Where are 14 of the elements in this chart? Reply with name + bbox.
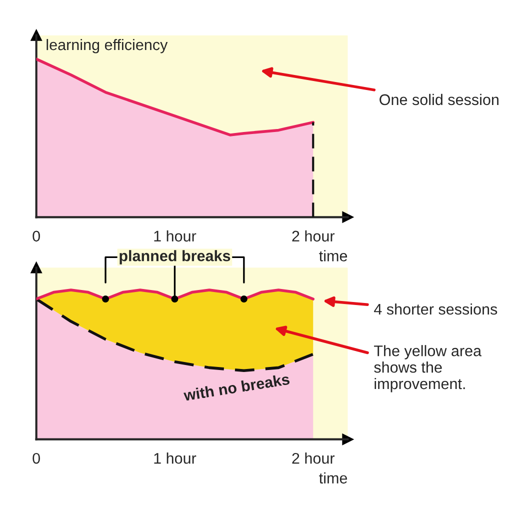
text: The yellow area shows the improvement. [374, 345, 482, 392]
x-tick-label: 2 hour [292, 452, 335, 464]
series-label: planned breaks [120, 250, 230, 264]
y-axis-title: learning efficiency [46, 38, 168, 54]
x-tick-label: 0 [32, 452, 40, 464]
x-tick-label: 1 hour [154, 452, 196, 464]
text: One solid session [380, 94, 498, 106]
x-axis-title: time [319, 472, 348, 484]
x-axis-title: time [319, 250, 348, 262]
x-tick-label: 1 hour [154, 230, 196, 242]
x-tick-label: 2 hour [292, 230, 335, 242]
text: 4 shorter sessions [374, 303, 498, 315]
series-label: with no breaks [183, 373, 290, 402]
x-tick-label: 0 [32, 230, 40, 242]
